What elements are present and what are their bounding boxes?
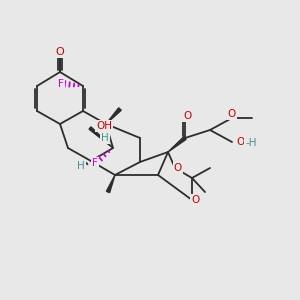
Text: O: O xyxy=(183,111,191,121)
Polygon shape xyxy=(168,136,186,152)
Text: O: O xyxy=(191,195,199,205)
Text: F: F xyxy=(92,158,98,168)
Polygon shape xyxy=(106,175,115,193)
Polygon shape xyxy=(106,108,121,124)
Text: -H: -H xyxy=(245,138,256,148)
Text: F: F xyxy=(58,79,64,89)
Text: O: O xyxy=(174,163,182,173)
Polygon shape xyxy=(89,127,113,148)
Text: O: O xyxy=(236,137,244,147)
Text: OH: OH xyxy=(96,121,112,131)
Text: H: H xyxy=(77,161,85,171)
Text: H: H xyxy=(101,133,109,143)
Text: O: O xyxy=(228,109,236,119)
Text: O: O xyxy=(56,47,64,57)
